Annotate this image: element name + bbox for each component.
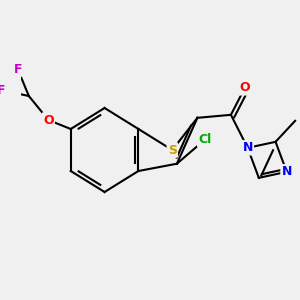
- Text: S: S: [168, 143, 177, 157]
- Text: N: N: [281, 165, 292, 178]
- Text: F: F: [14, 62, 22, 76]
- Text: N: N: [242, 141, 253, 154]
- Text: O: O: [43, 113, 54, 127]
- Text: F: F: [0, 83, 5, 97]
- Text: O: O: [239, 81, 250, 94]
- Text: Cl: Cl: [198, 133, 212, 146]
